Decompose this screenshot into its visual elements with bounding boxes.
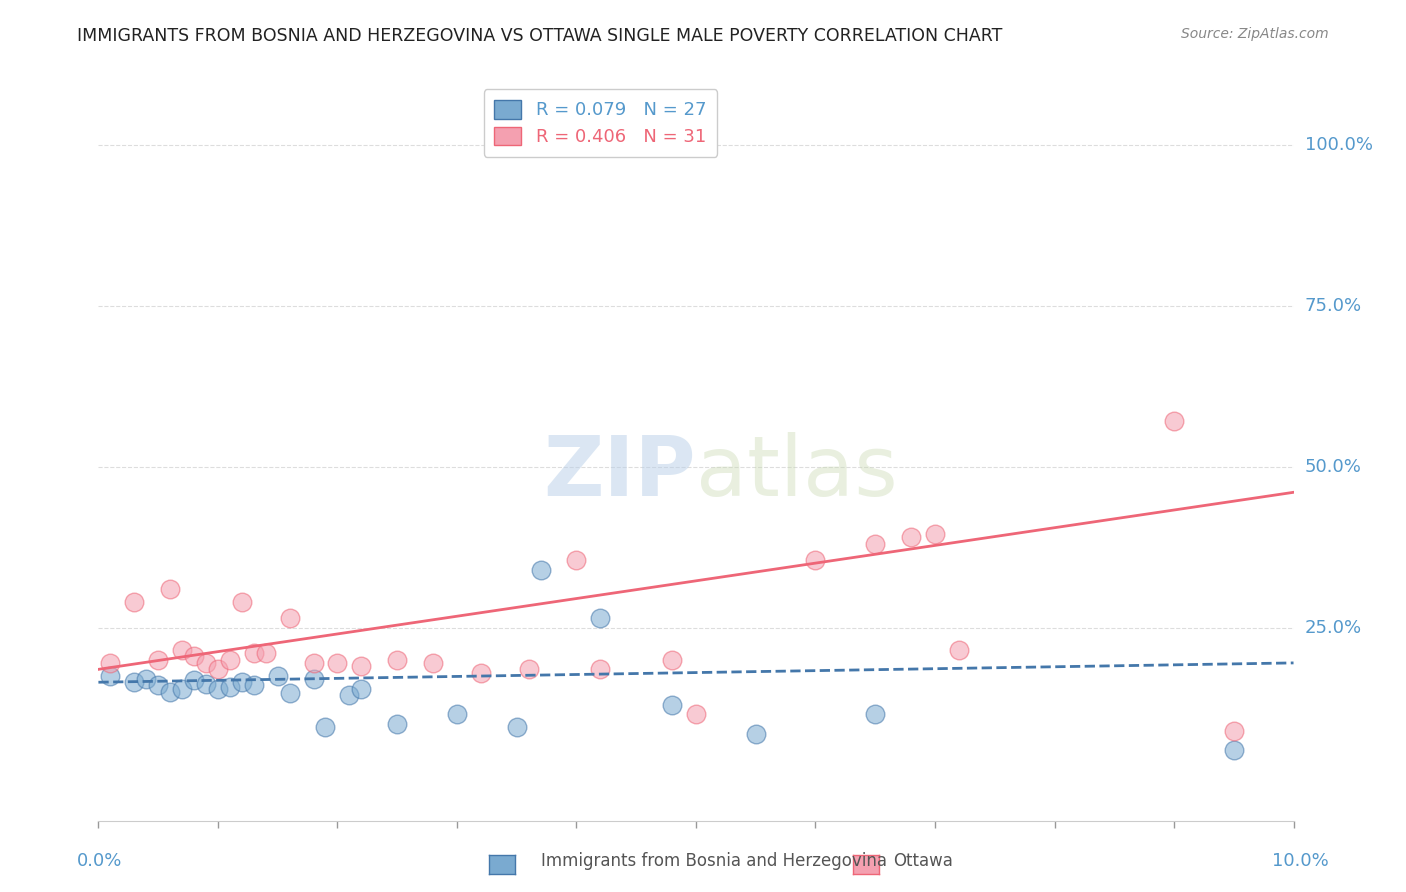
Text: 25.0%: 25.0% <box>1305 618 1362 637</box>
Point <box>506 720 529 734</box>
Point <box>350 681 373 696</box>
Point <box>339 688 361 702</box>
Point <box>231 595 253 609</box>
Point <box>685 707 707 722</box>
Point <box>195 656 218 670</box>
Point <box>446 707 468 722</box>
Point <box>243 678 266 692</box>
Point <box>589 662 612 676</box>
Text: 100.0%: 100.0% <box>1305 136 1372 153</box>
Point <box>924 527 946 541</box>
Point <box>661 698 683 712</box>
Text: 0.0%: 0.0% <box>77 852 122 870</box>
Point <box>219 653 242 667</box>
Text: Source: ZipAtlas.com: Source: ZipAtlas.com <box>1181 27 1329 41</box>
Point <box>243 646 266 660</box>
Point <box>124 675 146 690</box>
Text: 10.0%: 10.0% <box>1272 852 1329 870</box>
Point <box>219 680 242 694</box>
Point <box>326 656 349 670</box>
Point <box>470 665 492 680</box>
Point <box>183 649 205 664</box>
Point <box>254 646 277 660</box>
Point <box>278 611 301 625</box>
Point <box>865 537 887 551</box>
Point <box>124 595 146 609</box>
Point <box>98 656 122 670</box>
Text: IMMIGRANTS FROM BOSNIA AND HERZEGOVINA VS OTTAWA SINGLE MALE POVERTY CORRELATION: IMMIGRANTS FROM BOSNIA AND HERZEGOVINA V… <box>77 27 1002 45</box>
Point <box>385 653 409 667</box>
Point <box>148 678 170 692</box>
Point <box>948 643 970 657</box>
Point <box>804 553 827 567</box>
Point <box>278 686 301 700</box>
Text: 75.0%: 75.0% <box>1305 297 1362 315</box>
Point <box>1223 723 1246 738</box>
Point <box>207 681 229 696</box>
Point <box>98 669 122 683</box>
Point <box>195 677 218 691</box>
Point <box>315 720 337 734</box>
Point <box>565 553 588 567</box>
Text: atlas: atlas <box>696 432 897 513</box>
Point <box>159 685 181 699</box>
Point <box>589 611 612 625</box>
Text: 50.0%: 50.0% <box>1305 458 1361 475</box>
Point <box>172 643 194 657</box>
Point <box>207 662 229 676</box>
Point <box>661 653 683 667</box>
Point <box>422 656 444 670</box>
Point <box>172 681 194 696</box>
Point <box>385 717 409 731</box>
Point <box>1223 743 1246 757</box>
Point <box>159 582 181 596</box>
Point <box>745 727 768 741</box>
Point <box>267 669 290 683</box>
Point <box>148 653 170 667</box>
Point <box>302 672 325 686</box>
Point <box>135 672 157 686</box>
Point <box>865 707 887 722</box>
Point <box>183 673 205 688</box>
Legend: R = 0.079   N = 27, R = 0.406   N = 31: R = 0.079 N = 27, R = 0.406 N = 31 <box>484 89 717 157</box>
Text: Ottawa: Ottawa <box>893 852 953 870</box>
Point <box>302 656 325 670</box>
Point <box>231 675 253 690</box>
Point <box>517 662 540 676</box>
Point <box>350 659 373 673</box>
Point <box>900 530 922 544</box>
Text: ZIP: ZIP <box>544 432 696 513</box>
Text: Immigrants from Bosnia and Herzegovina: Immigrants from Bosnia and Herzegovina <box>541 852 887 870</box>
Point <box>1163 415 1185 429</box>
Point <box>530 563 553 577</box>
